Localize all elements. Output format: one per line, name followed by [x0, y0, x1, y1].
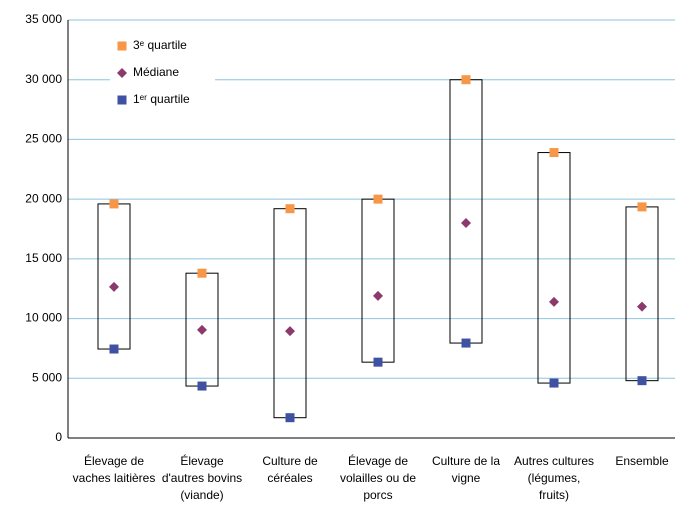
legend-background: [110, 32, 215, 114]
legend-marker: [117, 95, 127, 105]
median-marker: [109, 281, 119, 292]
y-tick-label: 25 000: [25, 132, 62, 146]
legend-label: Médiane: [133, 65, 179, 79]
quartile-marker: [285, 204, 295, 214]
quartile-marker: [373, 194, 383, 204]
quartile-marker: [285, 413, 295, 423]
legend-label: 3ᵉ quartile: [133, 38, 187, 52]
quartile-marker: [637, 376, 647, 386]
y-tick-label: 15 000: [25, 251, 62, 265]
quartile-marker: [109, 344, 119, 354]
quartile-marker: [373, 357, 383, 367]
quartile-marker: [461, 75, 471, 85]
median-marker: [637, 301, 647, 312]
y-tick-label: 35 000: [25, 12, 62, 26]
legend-marker: [117, 41, 127, 51]
x-tick-label: Élevage d'autres bovins (viande): [161, 454, 243, 502]
y-tick-label: 0: [55, 430, 62, 444]
y-tick-label: 20 000: [25, 191, 62, 205]
quartile-marker: [549, 148, 559, 158]
box: [537, 152, 571, 384]
box: [273, 208, 307, 419]
quartile-marker: [109, 199, 119, 209]
y-tick-label: 30 000: [25, 72, 62, 86]
box: [97, 203, 131, 350]
legend-marker: [117, 68, 127, 78]
quartile-marker: [637, 202, 647, 212]
box: [449, 79, 483, 344]
median-marker: [285, 326, 295, 337]
y-tick-label: 5 000: [32, 370, 62, 384]
x-tick-label: Élevage de vaches laitières: [72, 454, 156, 485]
y-tick-label: 10 000: [25, 311, 62, 325]
x-tick-label: Ensemble: [615, 454, 669, 468]
box: [625, 206, 659, 382]
quartile-marker: [197, 381, 207, 391]
quartile-marker: [197, 268, 207, 278]
x-tick-label: Culture de la vigne: [431, 454, 501, 485]
x-tick-label: Autres cultures (légumes, fruits): [513, 454, 595, 502]
median-marker: [549, 296, 559, 307]
median-marker: [373, 290, 383, 301]
x-tick-label: Élevage de volailles ou de porcs: [339, 454, 417, 502]
median-marker: [461, 218, 471, 229]
x-tick-label: Culture de céréales: [262, 454, 318, 485]
quartile-marker: [549, 378, 559, 388]
legend-label: 1ᵉʳ quartile: [133, 92, 190, 106]
box: [361, 198, 395, 363]
median-marker: [197, 324, 207, 335]
quartile-marker: [461, 338, 471, 348]
